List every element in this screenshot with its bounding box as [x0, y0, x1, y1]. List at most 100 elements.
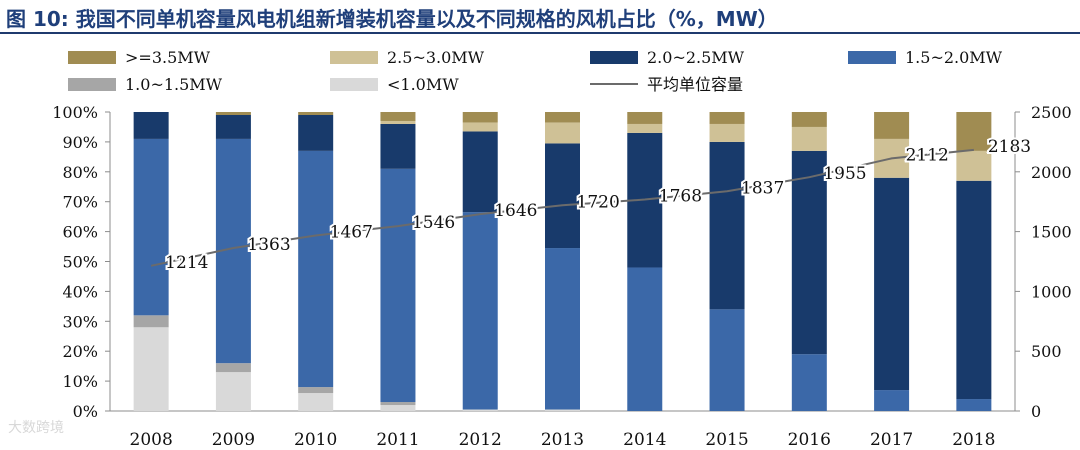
- bar-segment: [956, 180, 992, 400]
- x-tick-label: 2016: [788, 430, 831, 450]
- line-data-label: 1720: [577, 192, 620, 212]
- line-data-label: 1768: [659, 187, 702, 207]
- bar-segment: [380, 123, 416, 169]
- bar-segment: [462, 122, 498, 132]
- x-tick-label: 2018: [952, 430, 995, 450]
- bar-segment: [215, 363, 251, 373]
- y-left-tick-label: 0%: [73, 402, 98, 421]
- title-bar: 图 10: 我国不同单机容量风电机组新增装机容量以及不同规格的风机占比（%，MW…: [0, 0, 1080, 34]
- x-tick-label: 2015: [705, 430, 748, 450]
- bar-segment: [298, 393, 334, 411]
- x-tick-label: 2009: [212, 430, 255, 450]
- bar-segment: [791, 354, 827, 411]
- x-tick-label: 2011: [376, 430, 419, 450]
- bar-segment: [545, 112, 580, 123]
- bar-segment: [215, 114, 251, 139]
- legend-swatch: [848, 51, 896, 64]
- line-data-label: 2112: [906, 145, 949, 165]
- bar-segment: [791, 112, 827, 127]
- bar-segment: [627, 267, 663, 411]
- line-data-label: 1363: [247, 235, 290, 255]
- bar-segment: [791, 126, 827, 151]
- bar-segment: [298, 114, 334, 151]
- line-data-label: 2183: [988, 137, 1031, 157]
- bar-segment: [874, 390, 910, 411]
- legend-label: >=3.5MW: [125, 48, 211, 67]
- legend-swatch: [68, 51, 116, 64]
- y-right-tick-label: 0: [1031, 402, 1041, 421]
- bar-segment: [545, 122, 580, 144]
- x-tick-label: 2008: [130, 430, 173, 450]
- x-tick-label: 2012: [459, 430, 502, 450]
- legend-swatch: [590, 51, 638, 64]
- y-left-tick-label: 70%: [62, 193, 98, 212]
- x-tick-label: 2013: [541, 430, 584, 450]
- bar-segment: [380, 405, 416, 411]
- y-left-tick-label: 60%: [62, 223, 98, 242]
- line-data-label: 1546: [412, 213, 455, 233]
- bar-segment: [627, 112, 663, 124]
- bar-segment: [380, 120, 416, 124]
- bar-segment: [709, 123, 745, 142]
- watermark-logo: 大数跨境: [8, 420, 64, 436]
- bar-segment: [133, 112, 169, 139]
- x-tick-label: 2010: [294, 430, 337, 450]
- bar-segment: [545, 143, 580, 249]
- bar-segment: [133, 315, 169, 328]
- bar-segment: [462, 212, 498, 410]
- bar-segment: [709, 141, 745, 310]
- bar-segment: [298, 387, 334, 394]
- bar-segment: [298, 112, 334, 115]
- bar-segment: [462, 409, 498, 411]
- y-left-tick-label: 100%: [52, 103, 98, 122]
- bar-segment: [215, 112, 251, 115]
- bar-segment: [380, 402, 416, 406]
- legend-label: <1.0MW: [387, 75, 459, 94]
- legend-label: 2.5~3.0MW: [387, 48, 485, 67]
- line-data-label: 1955: [823, 164, 866, 184]
- line-data-label: 1646: [494, 201, 537, 221]
- y-right-tick-label: 2000: [1031, 163, 1072, 182]
- y-left-tick-label: 10%: [62, 372, 98, 391]
- legend-label: 平均单位容量: [647, 75, 743, 94]
- bar-segment: [545, 248, 580, 410]
- bar-segment: [380, 112, 416, 121]
- chart-title: 图 10: 我国不同单机容量风电机组新增装机容量以及不同规格的风机占比（%，MW…: [6, 7, 778, 31]
- bar-segment: [627, 123, 663, 133]
- legend-label: 1.0~1.5MW: [125, 75, 223, 94]
- x-tick-label: 2017: [870, 430, 913, 450]
- legend-label: 1.5~2.0MW: [905, 48, 1003, 67]
- y-right-tick-label: 1500: [1031, 223, 1072, 242]
- bar-segment: [133, 327, 169, 411]
- line-data-label: 1467: [330, 223, 373, 243]
- y-left-tick-label: 30%: [62, 312, 98, 331]
- legend-swatch: [330, 51, 378, 64]
- y-left-tick-label: 50%: [62, 253, 98, 272]
- line-data-label: 1837: [741, 178, 784, 198]
- bar-segment: [874, 112, 910, 139]
- bar-segment: [956, 399, 992, 411]
- y-right-tick-label: 1000: [1031, 282, 1072, 301]
- bar-segment: [298, 150, 334, 388]
- y-right-tick-label: 2500: [1031, 103, 1072, 122]
- y-left-tick-label: 40%: [62, 282, 98, 301]
- bar-segment: [545, 409, 580, 411]
- x-tick-label: 2014: [623, 430, 666, 450]
- bar-segment: [791, 150, 827, 355]
- y-left-tick-label: 80%: [62, 163, 98, 182]
- legend-swatch: [330, 78, 378, 91]
- legend-swatch: [68, 78, 116, 91]
- y-right-tick-label: 500: [1031, 342, 1062, 361]
- y-left-tick-label: 20%: [62, 342, 98, 361]
- bar-segment: [709, 112, 745, 124]
- line-data-label: 1214: [165, 253, 208, 273]
- bar-segment: [462, 131, 498, 213]
- y-left-tick-label: 90%: [62, 133, 98, 152]
- bar-segment: [215, 372, 251, 411]
- bar-segment: [133, 138, 169, 316]
- bar-segment: [462, 112, 498, 123]
- legend-label: 2.0~2.5MW: [647, 48, 745, 67]
- bar-segment: [709, 309, 745, 411]
- bar-segment: [874, 177, 910, 391]
